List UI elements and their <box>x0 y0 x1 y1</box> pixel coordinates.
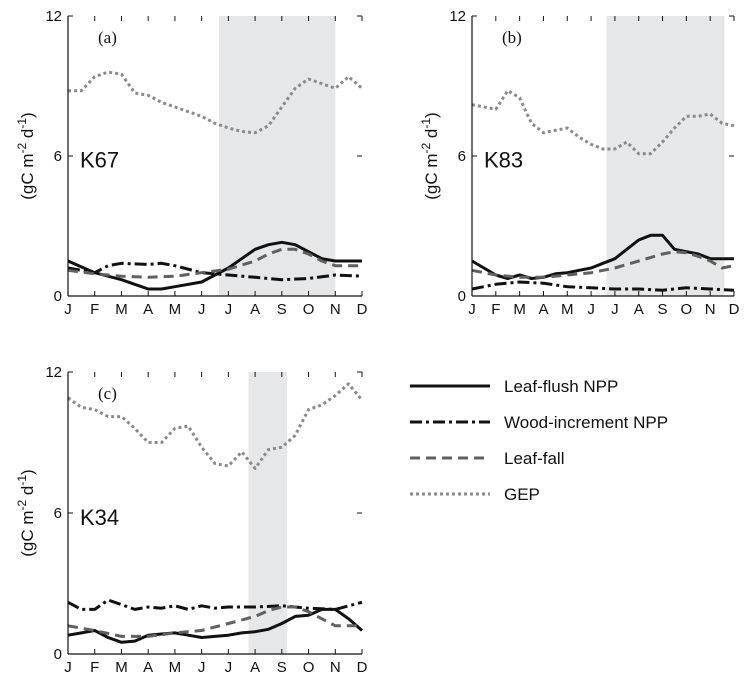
legend-label: GEP <box>504 485 540 504</box>
x-tick-label: N <box>330 301 341 318</box>
y-axis-label: (gC m-2 d-1) <box>15 112 37 199</box>
x-tick-label: S <box>277 301 287 318</box>
x-tick-label: J <box>587 301 595 318</box>
y-tick-label: 12 <box>45 364 62 381</box>
y-tick-label: 0 <box>54 288 62 305</box>
x-tick-label: N <box>705 301 716 318</box>
panel-tag: (b) <box>502 28 522 47</box>
x-tick-label: A <box>143 301 153 318</box>
y-tick-label: 6 <box>54 505 62 522</box>
x-tick-label: F <box>90 301 99 318</box>
x-tick-label: A <box>143 659 153 676</box>
site-label: K34 <box>80 505 119 530</box>
x-tick-label: F <box>90 659 99 676</box>
panel-tag: (a) <box>98 28 117 47</box>
shaded-period <box>248 372 288 654</box>
x-tick-label: M <box>169 659 182 676</box>
y-tick-label: 12 <box>449 8 466 25</box>
site-label: K67 <box>80 148 119 173</box>
legend-label: Leaf-fall <box>504 449 564 468</box>
y-tick-label: 12 <box>45 8 62 25</box>
shaded-period <box>219 16 336 296</box>
x-tick-label: D <box>357 659 368 676</box>
x-tick-label: M <box>561 301 574 318</box>
y-tick-label: 0 <box>54 646 62 663</box>
legend: Leaf-flush NPP Wood-increment NPP Leaf-fal… <box>410 377 668 504</box>
series-line-gep <box>67 382 364 470</box>
x-tick-label: M <box>513 301 526 318</box>
x-tick-label: S <box>658 301 668 318</box>
x-tick-label: A <box>538 301 548 318</box>
x-tick-label: M <box>115 301 128 318</box>
series-line-leaf-fall <box>471 250 735 279</box>
x-tick-label: O <box>681 301 693 318</box>
series-line-wood-increment-npp <box>471 280 735 292</box>
x-tick-label: J <box>468 301 476 318</box>
x-tick-label: S <box>277 659 287 676</box>
x-tick-label: D <box>357 301 368 318</box>
x-tick-label: N <box>330 659 341 676</box>
series-line-wood-increment-npp <box>67 261 363 282</box>
x-tick-label: O <box>303 301 315 318</box>
x-tick-label: M <box>115 659 128 676</box>
x-tick-label: J <box>198 659 206 676</box>
x-tick-label: D <box>729 301 740 318</box>
x-tick-label: J <box>225 301 233 318</box>
x-tick-label: J <box>64 301 72 318</box>
y-tick-label: 6 <box>458 148 466 165</box>
x-tick-label: M <box>169 301 182 318</box>
x-tick-label: A <box>634 301 644 318</box>
x-tick-label: J <box>225 659 233 676</box>
series-line-leaf-flush-npp <box>67 607 363 644</box>
legend-label: Leaf-flush NPP <box>504 377 618 396</box>
x-tick-label: A <box>250 659 260 676</box>
x-tick-label: F <box>491 301 500 318</box>
x-tick-label: J <box>64 659 72 676</box>
y-tick-label: 6 <box>54 148 62 165</box>
y-tick-label: 0 <box>458 288 466 305</box>
y-axis-label: (gC m-2 d-1) <box>419 112 441 199</box>
series-line-gep <box>471 89 735 156</box>
series-line-leaf-fall <box>67 605 362 638</box>
x-tick-label: O <box>303 659 315 676</box>
x-tick-label: J <box>198 301 206 318</box>
series-line-leaf-flush-npp <box>67 240 362 291</box>
series-line-wood-increment-npp <box>67 598 363 611</box>
x-tick-label: J <box>611 301 619 318</box>
series-line-gep <box>68 70 363 135</box>
x-tick-label: A <box>250 301 260 318</box>
series-line-leaf-flush-npp <box>471 233 734 280</box>
panel-tag: (c) <box>98 384 117 403</box>
legend-label: Wood-increment NPP <box>504 413 668 432</box>
site-label: K83 <box>484 148 523 173</box>
y-axis-label: (gC m-2 d-1) <box>15 469 37 556</box>
